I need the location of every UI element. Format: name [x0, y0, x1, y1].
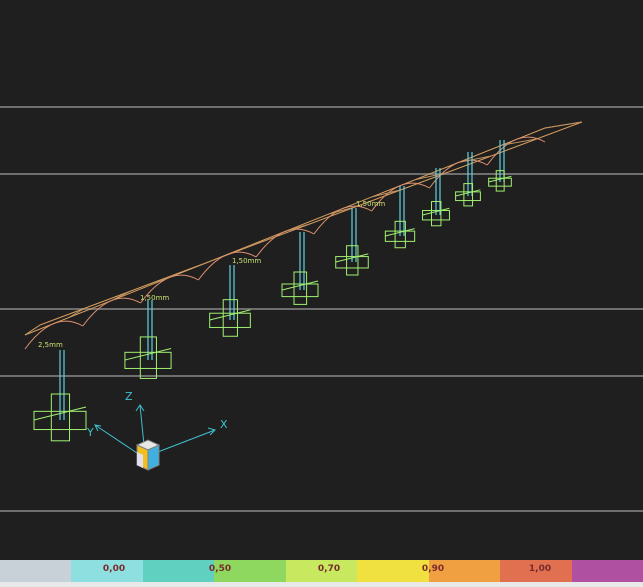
color-scale-labels: 0,00 0,50 0,70 0,90 1,00	[0, 560, 643, 582]
footing-brace	[335, 253, 369, 263]
scale-segment	[0, 560, 72, 582]
scale-label: 0,90	[421, 564, 445, 574]
roof-arch	[313, 205, 372, 235]
scale-label: 0,50	[208, 564, 232, 574]
footing	[463, 183, 474, 207]
footing	[50, 393, 71, 442]
roof-arch	[140, 274, 199, 304]
footing	[495, 170, 505, 192]
scale-label: 0,70	[317, 564, 341, 574]
roof-rib	[458, 155, 492, 163]
footing	[394, 220, 406, 249]
roof-rib	[68, 307, 86, 319]
footing	[33, 410, 87, 431]
footing-brace	[209, 309, 251, 321]
footing	[139, 336, 157, 379]
scanline	[0, 106, 643, 108]
z-axis-label: Z	[125, 390, 133, 403]
scanline	[0, 375, 643, 377]
x-axis-arrow	[207, 427, 216, 436]
canopy-roof	[24, 121, 583, 350]
footing	[431, 201, 442, 227]
roof-rib	[241, 239, 266, 250]
footing	[281, 283, 319, 298]
footing	[422, 210, 450, 221]
scale-segment	[357, 560, 429, 582]
roof-rib	[501, 138, 537, 146]
roof-rib	[328, 206, 357, 215]
scale-segment	[500, 560, 572, 582]
dimension-label: 1,50mm	[356, 200, 385, 208]
columns	[59, 140, 505, 420]
scale-segment	[285, 560, 358, 582]
scanline	[0, 173, 643, 175]
roof-rib	[544, 121, 583, 129]
footing-brace	[488, 175, 512, 183]
x-axis-line	[149, 429, 216, 456]
footing-brace	[422, 207, 450, 216]
z-axis-arrow	[135, 404, 145, 412]
scale-label: 1,00	[528, 564, 552, 574]
dimension-label: 1,50mm	[140, 294, 169, 302]
x-axis-label: X	[220, 418, 228, 431]
structure-model[interactable]: 2,5mm 1,50mm 1,50mm 1,50mm X Y Z	[0, 0, 643, 560]
axis-triad: X Y Z	[86, 390, 228, 471]
footing	[488, 177, 512, 187]
dimension-labels: 2,5mm 1,50mm 1,50mm 1,50mm	[38, 200, 385, 349]
roof-rib	[198, 256, 221, 267]
roof-arch	[371, 182, 430, 212]
orientation-cube-front	[137, 452, 143, 468]
footing	[293, 271, 308, 305]
y-axis-label: Y	[86, 426, 94, 439]
roof-rib	[414, 172, 447, 181]
roof-rib	[24, 324, 41, 336]
3d-viewport[interactable]: 2,5mm 1,50mm 1,50mm 1,50mm X Y Z	[0, 0, 643, 560]
roof-rib	[111, 290, 131, 301]
scale-segment	[71, 560, 143, 582]
y-axis-line	[94, 424, 141, 456]
footing	[335, 256, 369, 269]
scanline	[0, 510, 643, 512]
footing	[455, 191, 481, 202]
footing	[222, 299, 238, 337]
roof-rib	[371, 189, 402, 198]
footing	[124, 351, 172, 369]
scanline	[0, 308, 643, 310]
roof-rib	[284, 223, 312, 232]
dimension-label: 2,5mm	[38, 341, 63, 349]
footing	[346, 245, 359, 276]
roof-rib	[154, 273, 176, 284]
scale-segment	[571, 560, 643, 582]
scale-segment	[214, 560, 286, 582]
footing	[384, 230, 416, 242]
roof-arch	[24, 320, 84, 350]
roof-arch	[82, 297, 141, 327]
scale-label: 0,00	[102, 564, 126, 574]
footing	[209, 312, 251, 328]
footing-brace	[385, 228, 415, 237]
roof-arch	[255, 228, 315, 258]
roof-arch	[429, 159, 488, 189]
footings	[33, 170, 512, 442]
bottom-strip	[0, 582, 643, 587]
color-scale-bar	[0, 560, 643, 582]
scale-segment	[428, 560, 501, 582]
scale-segment	[142, 560, 215, 582]
orientation-cube-right	[147, 444, 160, 471]
roof-arch	[197, 251, 257, 281]
roof-arch	[486, 136, 546, 166]
dimension-label: 1,50mm	[232, 257, 261, 265]
footing-brace	[124, 347, 172, 361]
footing-brace	[33, 406, 87, 421]
footing-brace	[455, 189, 481, 197]
y-axis-arrow	[94, 424, 102, 432]
footing-brace	[281, 280, 319, 291]
